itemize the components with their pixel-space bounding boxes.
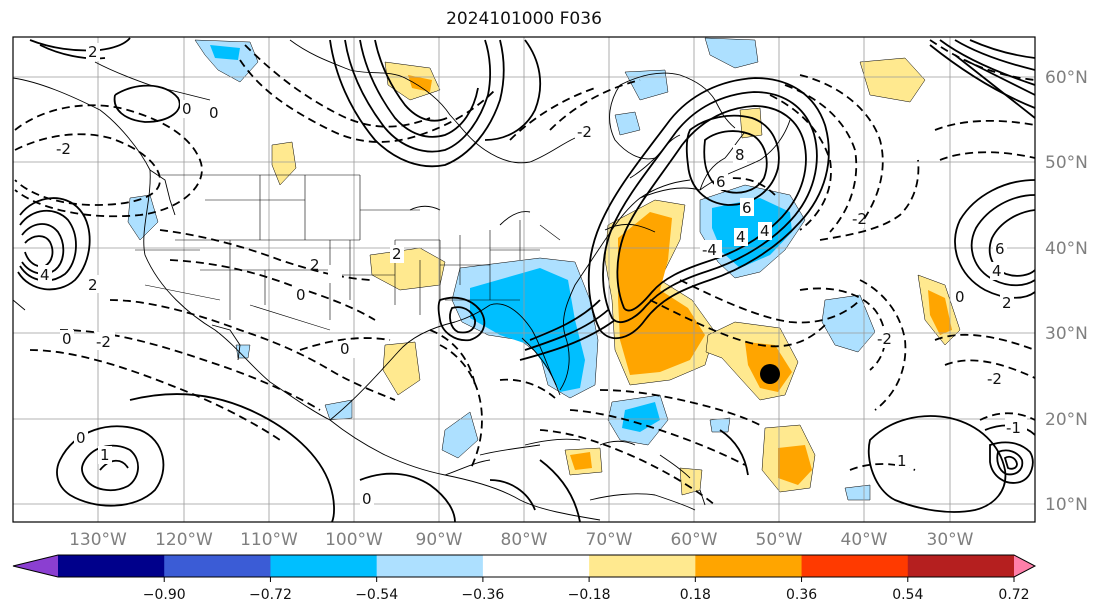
colorbar-swatch	[695, 555, 803, 577]
longitude-label: 80°W	[501, 530, 548, 550]
contour-label: 0	[296, 286, 306, 304]
contour-label: 2	[1002, 294, 1012, 312]
dashed-contours	[14, 39, 1035, 506]
state-borders	[135, 174, 561, 331]
contour-label: 2	[392, 245, 402, 263]
colorbar-swatch	[58, 555, 165, 577]
contour-label: 4	[992, 262, 1002, 280]
colorbar-extend-high	[1014, 555, 1035, 577]
colorbar-tick-label: 0.36	[786, 587, 817, 603]
longitude-label: 90°W	[416, 530, 463, 550]
colorbar-tick-label: 0.54	[892, 587, 923, 603]
colorbar-swatch	[376, 555, 484, 577]
colorbar-tick-label: −0.36	[461, 587, 504, 603]
solid-contours	[17, 37, 1035, 522]
latitude-label: 30°N	[1045, 324, 1088, 344]
colorbar-tick-label: −0.54	[355, 587, 398, 603]
colorbar-swatch	[164, 555, 271, 577]
colorbar-swatch	[801, 555, 909, 577]
contour-label: 0	[362, 490, 372, 508]
colorbar-tick-label: 0.18	[680, 587, 711, 603]
longitude-label: 60°W	[671, 530, 718, 550]
contour-label: -2	[56, 140, 71, 158]
longitude-axis: 130°W 120°W 110°W 100°W 90°W 80°W 70°W 6…	[69, 530, 974, 550]
longitude-label: 110°W	[240, 530, 298, 550]
map-frame	[12, 36, 1036, 523]
longitude-label: 40°W	[841, 530, 888, 550]
colorbar-tick-label: −0.90	[143, 587, 186, 603]
contour-label: 4	[760, 222, 770, 240]
colorbar-extend-low	[13, 555, 58, 577]
longitude-label: 100°W	[325, 530, 383, 550]
contour-label: 6	[742, 199, 752, 217]
coastlines	[13, 39, 791, 521]
contour-labels: 2 0 -2 2 0 2 0 6 4 4 -4 8 6 0	[38, 43, 1027, 508]
latitude-axis: 60°N 50°N 40°N 30°N 20°N 10°N	[1045, 68, 1088, 515]
colorbar-tick-label: −0.18	[568, 587, 611, 603]
longitude-label: 30°W	[927, 530, 974, 550]
latitude-label: 60°N	[1045, 68, 1088, 88]
contour-label: 4	[736, 228, 746, 246]
contour-label: -2	[877, 330, 892, 348]
colorbar-swatch	[270, 555, 378, 577]
contour-label: 0	[182, 100, 192, 118]
contour-label: 0	[62, 330, 72, 348]
latitude-label: 50°N	[1045, 153, 1088, 173]
contour-label: 8	[735, 146, 745, 164]
colorbar: −0.90 −0.72 −0.54 −0.36 −0.18 0.18 0.36 0.54 0.7…	[12, 554, 1105, 603]
contour-label: -2	[577, 123, 592, 141]
contour-label: 0	[76, 429, 86, 447]
colorbar-swatch	[907, 555, 1015, 577]
longitude-label: 130°W	[69, 530, 127, 550]
contour-label: 0	[209, 104, 219, 122]
contour-minimum-marker	[760, 364, 780, 384]
contour-label: 4	[40, 266, 50, 284]
contour-label: -2	[852, 210, 867, 228]
contour-label: -1	[1006, 419, 1021, 437]
longitude-label: 50°W	[756, 530, 803, 550]
latitude-label: 20°N	[1045, 410, 1088, 430]
contour-label: 2	[88, 43, 98, 61]
colorbar-tick-label: 0.72	[998, 587, 1029, 603]
longitude-label: 120°W	[155, 530, 213, 550]
contour-label: 1	[897, 452, 907, 470]
contour-label: -2	[987, 370, 1002, 388]
contour-label: 2	[88, 276, 98, 294]
contour-label: -2	[96, 333, 111, 351]
latitude-label: 40°N	[1045, 239, 1088, 259]
contour-label: 6	[995, 240, 1005, 258]
colorbar-swatch	[482, 555, 590, 577]
colorbar-tick-label: −0.72	[249, 587, 292, 603]
colorbar-swatch	[589, 555, 696, 577]
contour-label: 0	[955, 288, 965, 306]
contour-label: 0	[340, 340, 350, 358]
contour-label: 2	[310, 256, 320, 274]
contour-label: -4	[702, 241, 717, 259]
contour-label: 6	[716, 173, 726, 191]
contour-label: 1	[100, 446, 110, 464]
longitude-label: 70°W	[586, 530, 633, 550]
map-title: 2024101000 F036	[446, 9, 602, 29]
latitude-label: 10°N	[1045, 495, 1088, 515]
